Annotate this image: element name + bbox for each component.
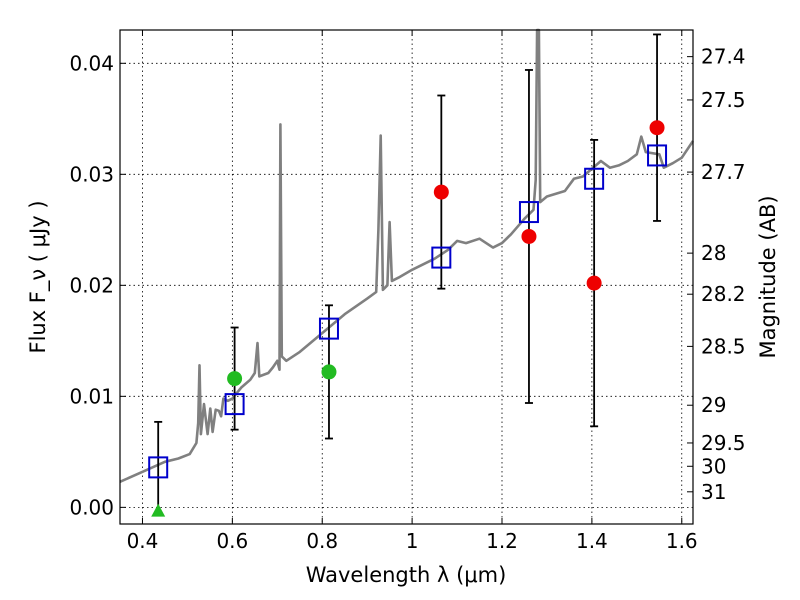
grid: [120, 30, 693, 524]
model-square-marker: [318, 317, 339, 340]
right-tick-label: 28.2: [701, 282, 746, 306]
x-tick-label: 0.4: [127, 529, 159, 553]
model-square-marker: [224, 393, 245, 416]
model-sed: [119, 28, 695, 483]
right-tick-label: 30: [701, 454, 726, 478]
right-tick-label: 28.5: [701, 334, 746, 358]
x-tick-label: 1.6: [666, 529, 698, 553]
y-tick-label: 0.01: [69, 384, 114, 408]
x-tick-label: 1: [406, 529, 419, 553]
y-tick-label: 0.03: [69, 162, 114, 186]
x-tick-label: 0.6: [216, 529, 248, 553]
y-axis-label: Flux F_ν ( μJy ): [26, 200, 51, 353]
model-square-marker: [431, 246, 452, 269]
red-data-point: [586, 275, 602, 291]
green-data-point: [227, 371, 243, 387]
axis-ticks: 0.4 0.6 0.8 1 1.2 1.4 1.6 0.00 0.01 0.02 0.03 0.04 2…: [69, 30, 746, 553]
y-tick-label: 0.02: [69, 273, 114, 297]
right-tick-label: 27.5: [701, 88, 746, 112]
right-tick-label: 27.4: [701, 45, 746, 69]
right-tick-label: 29.5: [701, 431, 746, 455]
right-axis-label: Magnitude (AB): [756, 195, 780, 358]
x-axis-label: Wavelength λ (μm): [306, 563, 507, 587]
right-tick-label: 31: [701, 480, 726, 504]
model-square-marker: [584, 167, 605, 190]
red-data-point: [649, 120, 665, 136]
x-tick-label: 1.2: [486, 529, 518, 553]
x-tick-label: 1.4: [576, 529, 608, 553]
red-data-point: [433, 184, 449, 200]
right-tick-label: 29: [701, 393, 726, 417]
model-sed-line: [119, 28, 695, 483]
right-tick-label: 28: [701, 241, 726, 265]
y-tick-label: 0.00: [69, 495, 114, 519]
model-square-marker: [518, 201, 539, 224]
model-square-marker: [647, 144, 668, 167]
green-data-point: [321, 364, 337, 380]
y-tick-label: 0.04: [69, 51, 114, 75]
green-upper-limit-marker: [151, 503, 166, 517]
plot-frame: [119, 29, 694, 525]
right-tick-label: 27.7: [701, 160, 746, 184]
x-tick-label: 0.8: [306, 529, 338, 553]
red-data-point: [521, 228, 537, 244]
data-markers: [148, 120, 668, 517]
model-square-marker: [148, 456, 169, 479]
